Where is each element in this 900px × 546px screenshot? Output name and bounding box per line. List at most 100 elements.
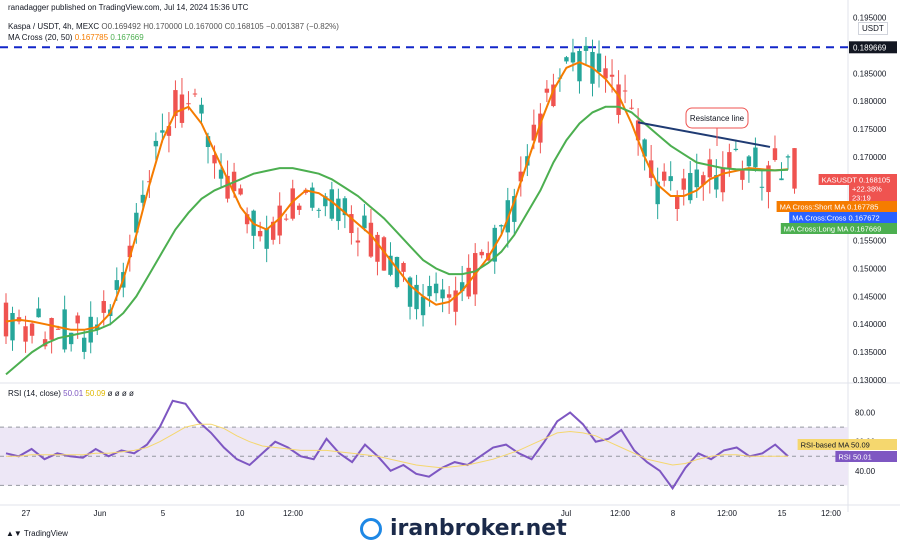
candle-body	[753, 147, 758, 168]
watermark-logo-icon	[360, 518, 382, 540]
candle-body	[55, 328, 61, 330]
candle-body	[342, 198, 348, 216]
watermark-text: iranbroker.net	[390, 516, 567, 541]
candle-body	[433, 283, 439, 294]
candle-body	[394, 256, 400, 288]
price-tick-label: 0.185000	[853, 69, 887, 78]
axis-price-label: 23:19	[852, 194, 871, 203]
time-tick-label: 8	[671, 509, 676, 518]
rsi-line	[5, 399, 789, 491]
candle-body	[134, 212, 139, 233]
axis-price-label: MA Cross:Cross 0.167672	[792, 214, 880, 223]
axis-price-label-bg	[789, 212, 897, 223]
candle-body	[375, 234, 380, 262]
candle-body	[459, 282, 465, 292]
candle-body	[427, 285, 432, 297]
candle-body	[244, 214, 250, 225]
candle-body	[688, 173, 693, 201]
candle-body	[603, 68, 608, 79]
tradingview-text: TradingView	[23, 529, 68, 538]
candle-body	[779, 178, 784, 181]
price-tick-label: 0.155000	[853, 237, 887, 246]
rsi-label: RSI (14, close)	[8, 389, 61, 398]
axis-price-label-bg	[776, 201, 897, 212]
price-tick-label: 0.170000	[853, 153, 887, 162]
candle-body	[166, 126, 172, 136]
axis-price-label: +22.38%	[852, 185, 882, 194]
time-tick-label: 12:00	[283, 509, 304, 518]
candle-body	[10, 312, 15, 341]
candle-body	[153, 140, 159, 147]
candle-body	[583, 45, 589, 51]
candle-body	[609, 74, 615, 77]
candle-body	[675, 196, 680, 210]
candle-body	[766, 165, 771, 193]
candle-body	[785, 156, 791, 158]
publisher-text: ranadagger published on TradingView.com,…	[8, 3, 249, 12]
currency-button[interactable]: USDT	[858, 22, 888, 35]
rsi-axis-label: RSI-based MA 50.09	[801, 441, 870, 450]
candle-body	[714, 175, 719, 190]
candle-body	[368, 222, 374, 257]
candle-body	[173, 90, 178, 117]
ma-long-value: 0.167669	[110, 33, 144, 42]
candle-body	[310, 187, 315, 208]
candle-body	[564, 57, 569, 62]
candle-body	[720, 167, 726, 193]
candle-body	[192, 93, 198, 95]
ma-cross-legend: MA Cross (20, 50) 0.167785 0.167669	[8, 33, 144, 42]
candle-body	[746, 156, 752, 167]
candle-body	[518, 171, 524, 182]
rsi-axis-label-bg	[835, 451, 897, 462]
level-label: 0.189669	[853, 43, 887, 52]
candle-body	[218, 169, 224, 179]
candle-body	[49, 318, 54, 340]
candle-body	[440, 289, 445, 299]
ma-cross-label: MA Cross (20, 50)	[8, 33, 73, 42]
candle-body	[160, 130, 165, 133]
candle-body	[544, 88, 550, 93]
level-label-bg	[849, 41, 897, 54]
ohlc-values: O0.169492 H0.170000 L0.167000 C0.168105 …	[101, 22, 339, 31]
candle-body	[29, 323, 35, 336]
price-tick-label: 0.195000	[853, 14, 887, 23]
candle-body	[707, 159, 712, 178]
ma-short-line	[5, 61, 789, 331]
time-tick-label: 10	[236, 509, 245, 518]
candle-body	[446, 294, 452, 298]
candle-body	[75, 315, 80, 324]
tv-logo-mark: ▲▼	[6, 529, 22, 538]
candle-body	[629, 107, 634, 109]
price-tick-label: 0.150000	[853, 264, 887, 273]
candle-body	[323, 196, 328, 207]
axis-price-label-bg	[780, 223, 897, 234]
candle-body	[329, 189, 335, 219]
axis-price-label-bg	[818, 174, 897, 185]
symbol-name: Kaspa / USDT, 4h, MEXC	[8, 22, 100, 31]
candle-body	[792, 148, 797, 189]
candle-body	[759, 186, 765, 188]
candle-body	[316, 209, 321, 211]
candle-body	[199, 104, 204, 114]
candle-body	[264, 228, 269, 249]
candle-body	[499, 225, 504, 227]
candle-body	[655, 181, 660, 205]
candle-body	[127, 245, 133, 258]
price-tick-label: 0.130000	[853, 376, 887, 385]
candle-body	[362, 215, 367, 229]
candle-body	[297, 205, 302, 210]
candle-body	[68, 332, 74, 345]
candle-body	[701, 175, 706, 185]
rsi-ma-line	[6, 423, 788, 469]
candle-body	[114, 280, 119, 290]
rsi-legend: RSI (14, close) 50.01 50.09 ø ø ø ø	[8, 389, 134, 398]
axis-price-label: MA Cross:Long MA 0.167669	[784, 225, 882, 234]
candle-body	[733, 148, 739, 151]
time-tick-label: Jul	[561, 509, 571, 518]
time-tick-label: 15	[778, 509, 787, 518]
candle-body	[284, 218, 289, 220]
rsi-extra: ø ø ø ø	[107, 389, 134, 398]
price-tick-label: 0.175000	[853, 125, 887, 134]
candle-body	[186, 103, 191, 105]
